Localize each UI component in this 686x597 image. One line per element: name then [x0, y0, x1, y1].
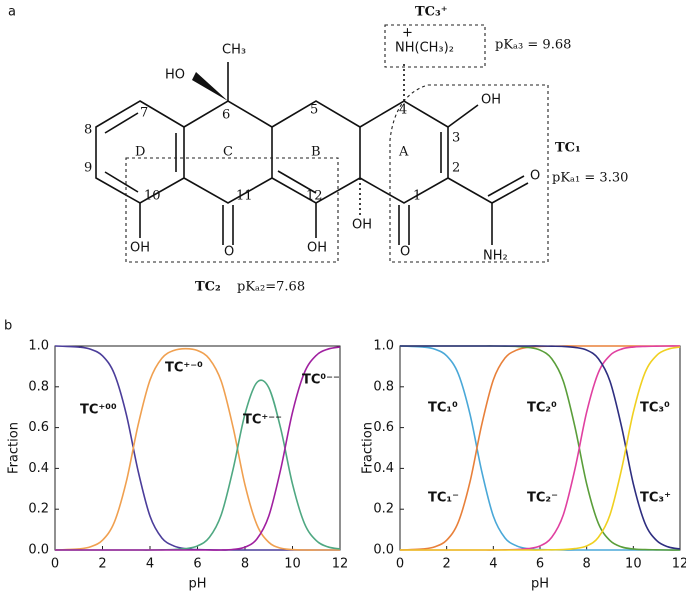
pka3: pKₐ₃ = 9.68 [495, 38, 571, 53]
atom-number: 3 [452, 131, 460, 146]
y-tick-label: 0.0 [373, 543, 394, 558]
x-tick-label: 12 [332, 557, 349, 572]
x-tick-label: 2 [443, 557, 451, 572]
y-axis-label: Fraction [7, 422, 22, 474]
atom-number: 7 [140, 106, 148, 121]
atom-number: 8 [84, 123, 92, 138]
ring-label: A [398, 145, 409, 160]
atom-number: 9 [84, 161, 92, 176]
y-tick-label: 0.0 [28, 543, 49, 558]
x-axis-label: pH [531, 577, 549, 592]
tc2-box [125, 157, 339, 263]
series-line [399, 346, 681, 551]
series-label: TC₁⁰ [428, 401, 458, 416]
y-tick-label: 0.4 [28, 461, 49, 476]
tc1-label: TC₁ [555, 141, 581, 156]
x-tick-label: 12 [672, 557, 686, 572]
series-label: TC₂⁻ [527, 491, 558, 506]
o-amide: O [530, 169, 540, 184]
series-line [54, 345, 340, 551]
ring-label: D [135, 145, 145, 160]
x-tick-label: 6 [536, 557, 544, 572]
series-label: TC⁺⁻⁰ [165, 361, 203, 376]
ring-label: B [311, 145, 321, 160]
panel-b: b [4, 319, 12, 334]
series-line [399, 345, 681, 551]
series-line [400, 345, 681, 551]
series-line [399, 345, 680, 551]
plot-frame [54, 345, 341, 551]
x-axis-label: pH [188, 577, 206, 592]
x-tick-label: 8 [241, 557, 249, 572]
nh2: NH₂ [483, 249, 508, 264]
ho-6: HO [165, 68, 185, 83]
n-group: NH(CH₃)₂ [395, 41, 454, 56]
pka1: pKₐ₁ = 3.30 [552, 171, 628, 186]
oh-10: OH [130, 241, 150, 256]
y-tick-label: 1.0 [28, 339, 49, 354]
structure: a TC₃⁺ + NH(CH₃)₂ pKₐ₃ = 9.68 TC₁ pKₐ₁ =… [8, 5, 628, 295]
atom-number: 11 [236, 189, 253, 204]
series-label: TC₂⁰ [527, 401, 557, 416]
ring-label: C [223, 145, 233, 160]
wedge-bond [192, 72, 228, 101]
x-tick-label: 4 [489, 557, 497, 572]
y-tick-label: 0.4 [373, 461, 394, 476]
oh-3: OH [481, 93, 501, 108]
methyl: CH₃ [222, 43, 246, 58]
atom-number: 5 [310, 103, 318, 118]
oh-12a: OH [352, 218, 372, 233]
y-tick-label: 0.6 [373, 420, 394, 435]
tc1-box [389, 84, 549, 263]
x-tick-label: 2 [98, 557, 106, 572]
atom-number: 10 [144, 189, 161, 204]
tc3-box [384, 24, 486, 68]
series-line [54, 347, 340, 551]
y-tick-label: 0.2 [373, 502, 394, 517]
panel-label: a [8, 5, 16, 20]
series-label: TC⁺⁰⁰ [80, 403, 117, 418]
oh-12: OH [307, 241, 327, 256]
atom-number: 12 [306, 189, 323, 204]
n-charge: + [402, 26, 413, 41]
x-tick-label: 0 [51, 557, 59, 572]
tc3-label: TC₃⁺ [415, 5, 448, 20]
tc2-label: TC₂ [195, 280, 221, 295]
x-tick-label: 0 [396, 557, 404, 572]
pka2: pKₐ₂=7.68 [237, 280, 305, 295]
o-11: O [224, 245, 234, 260]
x-tick-label: 10 [625, 557, 642, 572]
y-axis-label: Fraction [361, 422, 376, 474]
hash-bond [359, 62, 405, 215]
x-tick-label: 10 [284, 557, 301, 572]
x-tick-label: 4 [146, 557, 154, 572]
double-bonds [104, 112, 529, 245]
o-1: O [400, 245, 410, 260]
atom-number: 1 [413, 189, 421, 204]
series-line [399, 345, 680, 551]
series-line [400, 345, 681, 550]
y-tick-label: 0.8 [373, 379, 394, 394]
plot-frame [399, 345, 681, 551]
y-tick-label: 1.0 [373, 339, 394, 354]
y-tick-label: 0.2 [28, 502, 49, 517]
series-label: TC⁺⁻⁻ [243, 413, 282, 428]
x-tick-label: 6 [193, 557, 201, 572]
series-label: TC₃⁺ [640, 491, 671, 506]
substituent-bonds [139, 62, 493, 245]
panel-label: b [4, 319, 12, 334]
y-tick-label: 0.6 [28, 420, 49, 435]
atom-number: 6 [222, 108, 230, 123]
series-line [54, 346, 341, 551]
series-label: TC₃⁰ [640, 401, 670, 416]
atom-number: 4 [399, 103, 407, 118]
series-label: TC⁰⁻⁻ [302, 373, 340, 388]
series-label: TC₁⁻ [428, 491, 459, 506]
x-tick-label: 8 [583, 557, 591, 572]
y-tick-label: 0.8 [28, 379, 49, 394]
atom-number: 2 [452, 161, 460, 176]
